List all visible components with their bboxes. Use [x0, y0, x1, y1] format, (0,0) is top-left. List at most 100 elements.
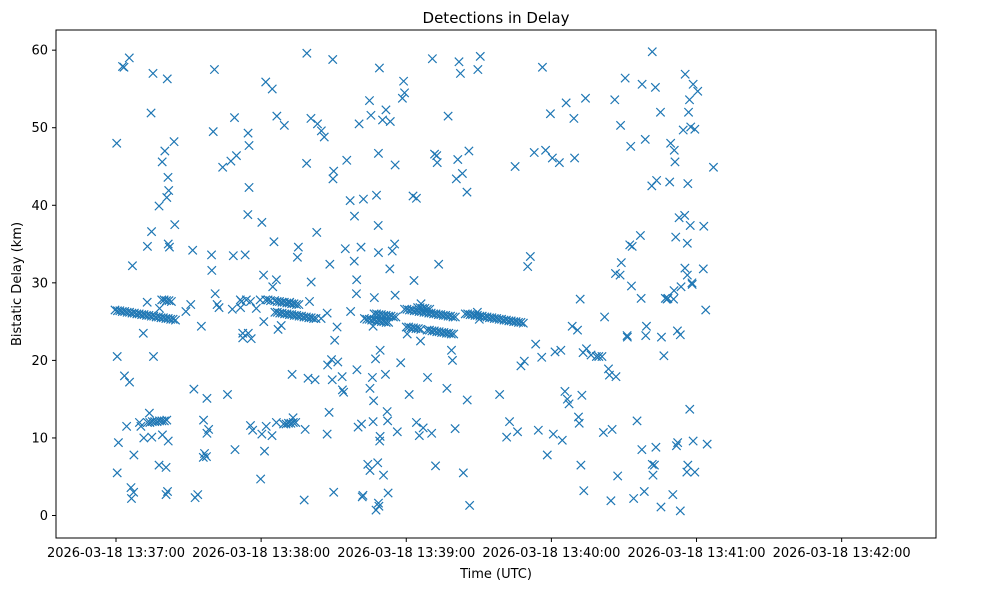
data-point — [292, 252, 303, 262]
x-axis: 2026-03-18 13:37:00 2026-03-18 13:38:00 20… — [47, 538, 911, 561]
data-point — [390, 239, 400, 249]
data-point — [385, 264, 395, 274]
data-point — [390, 290, 400, 300]
data-point — [168, 314, 178, 324]
data-point — [261, 421, 271, 431]
data-point — [154, 303, 165, 314]
data-point — [512, 427, 523, 437]
data-point — [523, 261, 533, 272]
data-point — [455, 68, 466, 79]
data-point — [188, 245, 198, 255]
data-point — [671, 441, 682, 451]
data-point — [576, 460, 586, 470]
data-point — [378, 470, 389, 480]
data-point — [672, 326, 683, 336]
data-point — [648, 470, 658, 480]
data-point — [599, 312, 610, 322]
data-point — [310, 375, 320, 385]
data-point — [615, 120, 626, 131]
data-point — [684, 95, 695, 105]
data-point — [368, 417, 378, 427]
data-point — [367, 372, 378, 383]
data-point — [688, 79, 698, 89]
data-point — [304, 296, 315, 307]
data-point — [374, 501, 384, 511]
data-point — [446, 329, 456, 339]
data-point — [159, 416, 169, 426]
data-point — [198, 452, 208, 462]
data-point — [138, 328, 148, 338]
data-point — [453, 154, 463, 165]
data-point — [127, 261, 138, 271]
data-point — [312, 227, 322, 238]
data-point — [366, 110, 376, 120]
data-point — [268, 282, 278, 292]
data-point — [181, 306, 191, 317]
y-tick-label: 10 — [31, 431, 48, 446]
data-point — [518, 318, 528, 328]
data-point — [291, 299, 302, 310]
data-point — [218, 162, 228, 172]
data-point — [338, 387, 349, 397]
data-point — [324, 407, 334, 417]
data-point — [162, 486, 173, 497]
data-point — [581, 344, 592, 354]
data-point — [146, 227, 157, 237]
data-point — [212, 299, 222, 310]
data-point — [659, 351, 669, 361]
data-point — [163, 172, 173, 182]
data-point — [579, 486, 589, 496]
data-point — [450, 424, 460, 434]
data-point — [622, 330, 632, 341]
data-point — [279, 120, 289, 131]
data-point — [610, 95, 620, 105]
data-point — [144, 408, 154, 418]
data-point — [301, 158, 312, 169]
data-point — [516, 317, 526, 328]
data-point — [244, 182, 254, 193]
data-point — [413, 323, 423, 334]
data-point — [373, 247, 384, 258]
data-point — [574, 418, 584, 428]
data-point — [370, 354, 381, 364]
data-point — [365, 465, 375, 476]
data-point — [368, 396, 379, 406]
data-point — [139, 433, 149, 443]
data-point — [271, 417, 281, 428]
data-point — [258, 270, 269, 280]
data-point — [647, 47, 657, 57]
data-point — [124, 53, 134, 63]
data-point — [148, 351, 159, 362]
y-tick-label: 30 — [31, 276, 48, 291]
data-point — [244, 140, 254, 151]
data-point — [345, 196, 355, 206]
data-point — [671, 232, 681, 242]
data-point — [157, 157, 167, 167]
data-point — [550, 347, 560, 357]
data-point — [594, 351, 604, 362]
data-point — [683, 178, 693, 189]
data-point — [416, 299, 426, 309]
data-point — [540, 145, 551, 155]
data-point — [615, 270, 625, 280]
data-point — [693, 86, 703, 96]
data-point — [683, 107, 694, 117]
data-point — [222, 389, 233, 400]
data-point — [306, 277, 316, 287]
data-point — [337, 385, 348, 395]
data-point — [446, 345, 457, 355]
data-point — [271, 275, 281, 285]
data-point — [586, 350, 596, 360]
data-point — [147, 432, 157, 442]
data-point — [387, 246, 397, 256]
data-point — [340, 244, 350, 254]
data-point — [210, 289, 220, 299]
data-point — [240, 250, 250, 260]
data-point — [245, 296, 256, 307]
data-point — [533, 425, 543, 435]
data-point — [124, 377, 135, 387]
data-point — [655, 107, 666, 117]
data-point — [349, 256, 359, 266]
data-point — [699, 221, 709, 231]
data-point — [358, 490, 368, 500]
